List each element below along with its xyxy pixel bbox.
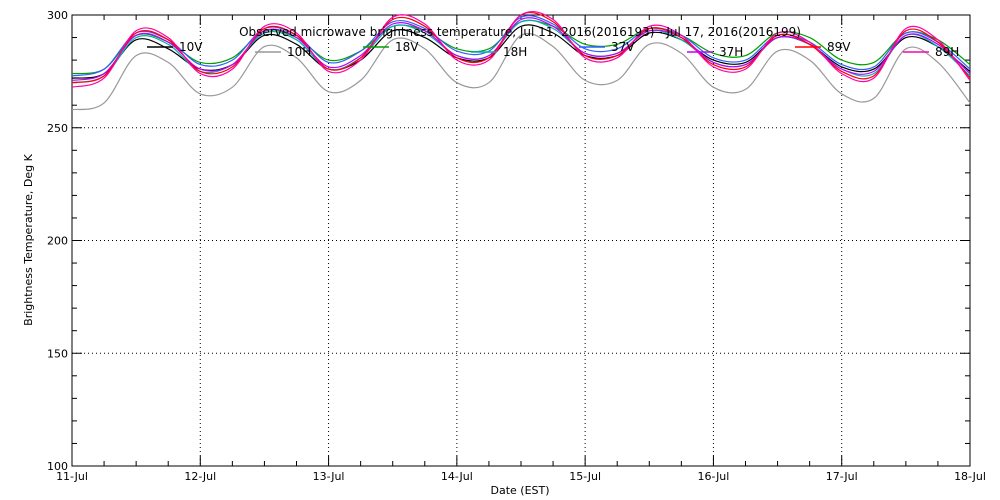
x-tick-label: 12-Jul [184,470,216,483]
legend-label-89v: 89V [827,40,851,54]
x-tick-labels: 11-Jul 12-Jul 13-Jul 14-Jul 15-Jul 16-Jul 17-J… [56,470,986,483]
y-tick-label: 100 [47,460,68,473]
grid-lines [72,15,970,466]
x-tick-label: 11-Jul [56,470,88,483]
y-tick-label: 150 [47,347,68,360]
x-tick-label: 17-Jul [826,470,858,483]
chart-title: Observed microwave brightness temperatur… [239,25,801,39]
legend-label-10v: 10V [179,40,203,54]
series-line-89h [71,10,971,88]
legend-label-37v: 37V [611,40,635,54]
legend-label-18v: 18V [395,40,419,54]
legend-label-18h: 18H [503,45,527,59]
y-tick-label: 200 [47,235,68,248]
y-tick-label: 300 [47,9,68,22]
x-tick-label: 14-Jul [441,470,473,483]
x-axis-title: Date (EST) [490,484,549,497]
series-line-37v [71,15,971,77]
legend-label-10h: 10H [287,45,311,59]
y-axis-title: Brightness Temperature, Deg K [22,153,35,325]
series-line-10h [71,32,971,111]
y-tick-labels: 100 150 200 250 300 [47,9,68,473]
legend: 10V 10H 18V 18H 37V 37H 89V 89H [147,40,959,59]
x-tick-label: 18-Jul [954,470,986,483]
legend-label-89h: 89H [935,45,959,59]
x-tick-label: 13-Jul [313,470,345,483]
y-tick-label: 250 [47,122,68,135]
x-tick-label: 15-Jul [569,470,601,483]
axis-ticks [71,14,971,467]
x-tick-label: 16-Jul [697,470,729,483]
legend-label-37h: 37H [719,45,743,59]
series-lines [71,10,971,111]
